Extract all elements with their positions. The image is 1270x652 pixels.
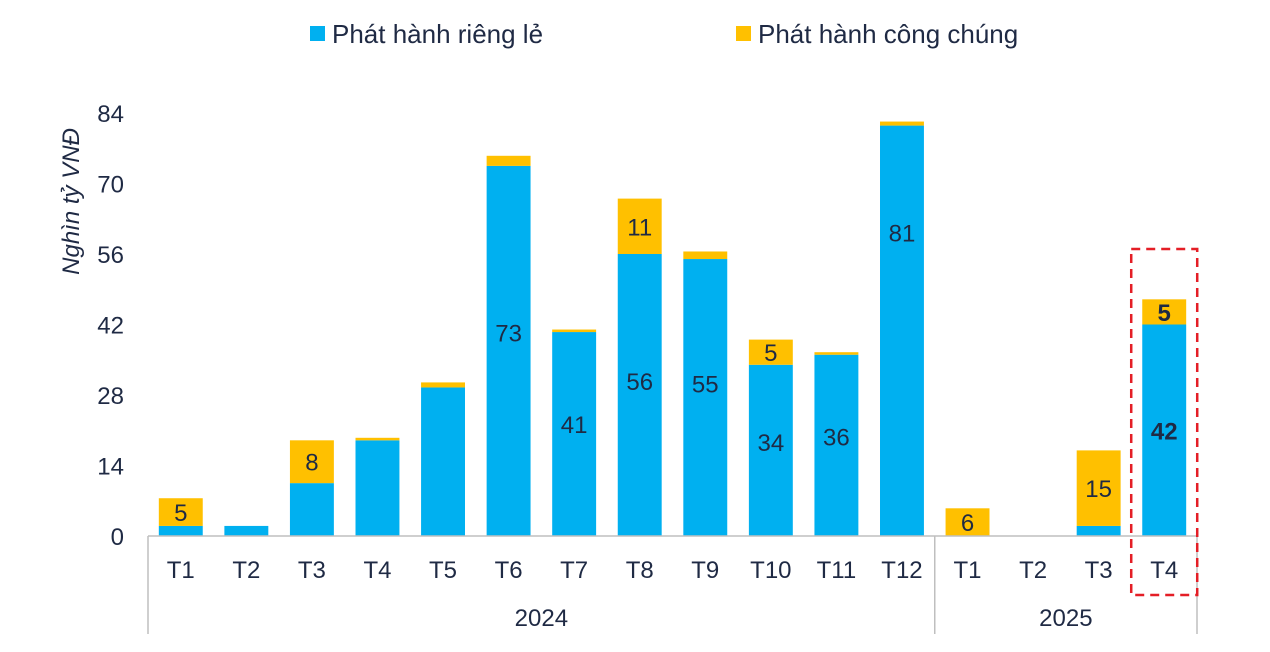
data-label-public-3: 8 <box>305 450 318 477</box>
x-group-label-2024: 2024 <box>515 605 568 632</box>
legend-label-2: Phát hành công chúng <box>758 19 1018 49</box>
data-label-private-11: 36 <box>823 424 850 451</box>
x-tick-label-13: T1 <box>954 557 982 584</box>
data-label-public-8: 11 <box>627 214 652 241</box>
x-tick-label-9: T9 <box>691 557 719 584</box>
x-tick-label-6: T6 <box>495 557 523 584</box>
x-tick-label-7: T7 <box>560 557 588 584</box>
x-tick-label-10: T10 <box>750 557 791 584</box>
bar-public-7 <box>552 329 597 333</box>
bar-private-7 <box>552 332 597 536</box>
x-axis: T1 T2 T3 T4 T5 T6 T7 T8 T9 T10 T11 T12 T1 T2 T3 T4 2024 2… <box>147 535 1198 634</box>
data-label-private-10: 34 <box>757 430 784 457</box>
data-label-private-12: 81 <box>889 220 916 247</box>
bar-private-4 <box>355 440 400 536</box>
legend-swatch-2 <box>736 26 751 41</box>
bar-public-6 <box>486 155 531 166</box>
bar-private-1 <box>158 525 203 536</box>
bar-public-12 <box>880 121 924 126</box>
bar-public-4 <box>355 437 400 441</box>
data-label-public-10: 5 <box>764 340 777 367</box>
x-tick-label-5: T5 <box>429 557 457 584</box>
y-tick-label-42: 42 <box>97 313 124 340</box>
bar-private-9 <box>683 259 728 536</box>
bar-private-11 <box>814 354 859 536</box>
x-tick-label-4: T4 <box>363 557 391 584</box>
x-group-label-2025: 2025 <box>1039 605 1092 632</box>
x-tick-label-3: T3 <box>298 557 326 584</box>
legend-swatch-1 <box>310 26 325 41</box>
bar-private-8 <box>617 254 662 536</box>
x-tick-label-2: T2 <box>232 557 260 584</box>
bars: 5 8 73 41 56 11 55 34 5 36 81 6 15 42 5 <box>158 121 1187 537</box>
x-tick-label-15: T3 <box>1085 557 1113 584</box>
bar-private-10 <box>748 364 793 536</box>
x-tick-label-11: T11 <box>817 557 857 584</box>
bar-public-10 <box>748 339 793 365</box>
bar-private-3 <box>289 483 334 536</box>
x-tick-label-1: T1 <box>167 557 195 584</box>
bar-public-8 <box>617 198 662 254</box>
data-label-public-1: 5 <box>174 500 187 527</box>
data-label-private-7: 41 <box>561 412 588 439</box>
y-tick-label-70: 70 <box>97 172 124 199</box>
legend: Phát hành riêng lẻ Phát hành công chúng <box>310 19 1018 49</box>
x-tick-label-16: T4 <box>1150 557 1178 584</box>
data-label-private-9: 55 <box>692 372 719 399</box>
bar-public-5 <box>421 382 465 388</box>
y-axis: 0 14 28 42 56 70 84 Nghìn tỷ VNĐ <box>58 101 124 551</box>
x-tick-label-8: T8 <box>626 557 654 584</box>
y-tick-label-14: 14 <box>97 454 124 481</box>
data-label-public-15: 15 <box>1085 476 1112 503</box>
bar-public-16 <box>1142 299 1187 325</box>
data-label-public-13: 6 <box>961 510 974 537</box>
x-tick-label-12: T12 <box>881 557 922 584</box>
x-tick-label-14: T2 <box>1019 557 1047 584</box>
data-label-private-16: 42 <box>1151 418 1178 445</box>
bar-private-6 <box>486 165 531 536</box>
bar-public-3 <box>289 440 334 484</box>
highlight-box <box>1129 247 1199 597</box>
y-tick-label-84: 84 <box>97 101 124 128</box>
bar-public-13 <box>945 508 990 536</box>
bar-public-15 <box>1076 450 1121 526</box>
bar-private-16 <box>1142 324 1187 536</box>
bar-public-9 <box>683 251 728 260</box>
y-axis-title: Nghìn tỷ VNĐ <box>58 128 85 275</box>
bar-private-12 <box>880 125 924 536</box>
bar-public-11 <box>814 352 859 355</box>
highlight-rect <box>1129 247 1199 597</box>
y-tick-label-0: 0 <box>111 524 124 551</box>
legend-label-1: Phát hành riêng lẻ <box>332 19 543 49</box>
data-label-private-6: 73 <box>495 320 522 347</box>
bar-public-1 <box>158 498 203 526</box>
bar-private-2 <box>224 525 269 536</box>
data-label-public-16: 5 <box>1158 300 1171 327</box>
y-tick-label-28: 28 <box>97 383 124 410</box>
data-label-private-8: 56 <box>626 369 653 396</box>
bar-private-15 <box>1076 525 1121 536</box>
y-tick-label-56: 56 <box>97 242 124 269</box>
bar-private-5 <box>421 387 465 536</box>
